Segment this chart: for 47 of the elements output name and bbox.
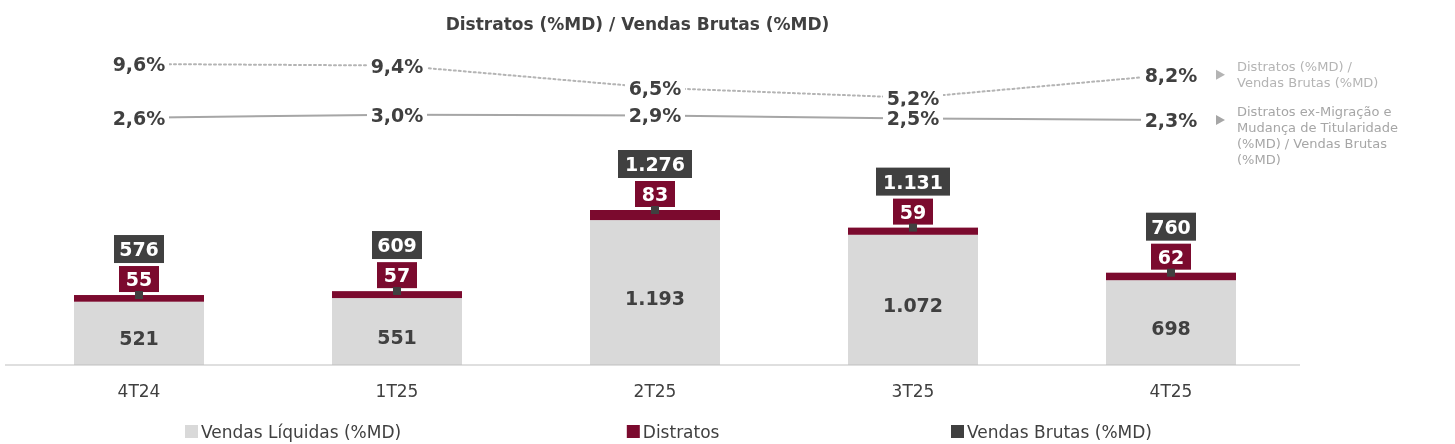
data-label: 1.276 <box>624 153 686 175</box>
data-label: 760 <box>1151 215 1191 238</box>
bar <box>74 301 204 365</box>
chart-title: Distratos (%MD) / Vendas Brutas (%MD) <box>445 14 830 34</box>
data-label: 2,9% <box>628 104 682 127</box>
data-label: 9,4% <box>370 54 424 77</box>
point <box>393 287 401 296</box>
data-label: 609 <box>377 234 417 257</box>
bar <box>590 220 720 365</box>
data-label: 8,2% <box>1144 63 1198 86</box>
point <box>135 291 143 300</box>
data-label: 2,5% <box>886 107 940 130</box>
data-label: 5,2% <box>886 86 940 109</box>
x-tick-label: 1T25 <box>375 381 419 401</box>
data-label: 83 <box>641 183 669 205</box>
data-label: 1.193 <box>624 286 686 309</box>
data-label: 521 <box>119 327 159 350</box>
legend-label: Distratos <box>642 422 720 442</box>
data-label: 698 <box>1151 316 1191 339</box>
bar <box>332 298 462 365</box>
bar <box>1106 280 1236 365</box>
data-label: 2,3% <box>1144 109 1198 131</box>
data-label: 1.072 <box>882 293 944 316</box>
legend-label: Distratos (%MD) / Vendas Brutas (%MD) <box>1237 58 1379 90</box>
x-tick-label: 2T25 <box>633 381 677 401</box>
x-tick-label: 4T24 <box>117 381 161 401</box>
x-tick-label: 3T25 <box>891 381 935 401</box>
point <box>1167 268 1175 277</box>
legend-label: Vendas Líquidas (%MD) <box>201 422 402 442</box>
data-label: 2,6% <box>112 106 166 129</box>
legend-label: Distratos ex-Migração e Mudança de Titularidade (%MD) / Vendas Brutas (%MD) <box>1237 104 1399 167</box>
data-label: 1.131 <box>882 170 944 193</box>
bar <box>848 234 978 365</box>
data-label: 55 <box>125 268 153 291</box>
point <box>651 206 659 214</box>
data-label: 551 <box>377 325 417 348</box>
data-label: 6,5% <box>628 76 682 99</box>
data-label: 3,0% <box>370 103 424 126</box>
data-label: 57 <box>383 264 411 287</box>
legend-label: Vendas Brutas (%MD) <box>967 422 1152 442</box>
data-label: 59 <box>899 200 927 223</box>
bar <box>590 210 720 221</box>
data-label: 9,6% <box>112 53 166 75</box>
data-label: 62 <box>1157 245 1185 268</box>
x-tick-label: 4T25 <box>1149 381 1193 401</box>
point <box>909 223 917 232</box>
data-label: 576 <box>119 238 159 261</box>
